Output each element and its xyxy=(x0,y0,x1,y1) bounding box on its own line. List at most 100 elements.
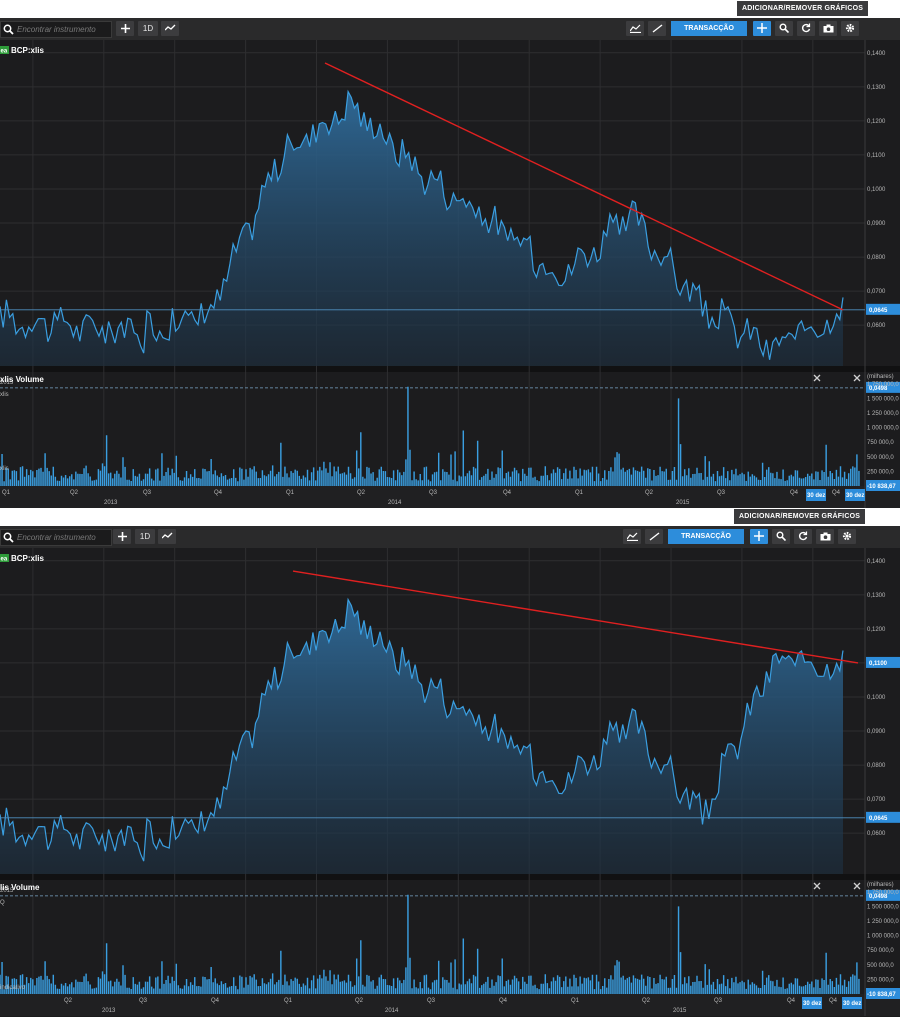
plus-icon xyxy=(120,24,130,33)
volume-bottom-tag: -10 838,67 xyxy=(867,484,896,490)
left-legend-small: Q xyxy=(0,900,5,906)
period-button[interactable]: 1D xyxy=(138,21,158,36)
settings-button[interactable] xyxy=(838,529,856,544)
draw-line-button[interactable] xyxy=(648,21,666,36)
volume-indicator-label: indicativo xyxy=(0,985,26,991)
date-tag: 30 dez xyxy=(807,493,825,499)
draw-line-button[interactable] xyxy=(645,529,663,544)
last-price-tag: 0,1100 xyxy=(869,661,888,667)
instrument-search[interactable] xyxy=(0,21,112,38)
search-icon xyxy=(3,24,14,35)
volume-tick-label: 1 500 000,0 xyxy=(867,904,899,910)
date-tag: 30 dez xyxy=(803,1001,821,1007)
screenshot-button[interactable] xyxy=(819,21,837,36)
date-tag-bg xyxy=(842,997,862,1009)
quarter-label: Q3 xyxy=(143,490,152,496)
year-label: 2013 xyxy=(102,1008,116,1014)
refresh-button[interactable] xyxy=(797,21,815,36)
date-tag-bg xyxy=(806,489,826,501)
settings-button[interactable] xyxy=(841,21,859,36)
camera-icon xyxy=(823,24,833,33)
transaction-button[interactable]: TRANSACÇÃO xyxy=(671,21,747,36)
quarter-label: Q3 xyxy=(427,998,436,1004)
chart-type-icon xyxy=(629,24,641,34)
instrument-badge: ea xyxy=(1,49,8,55)
volume-tick-label: 1 250 000,0 xyxy=(867,919,899,925)
search-input[interactable] xyxy=(17,22,109,37)
period-button[interactable]: 1D xyxy=(135,529,155,544)
y-tick-label: 0,1200 xyxy=(867,119,886,125)
last-price-tag-bg xyxy=(866,303,900,315)
quarter-label: Q3 xyxy=(717,490,726,496)
quarter-label: Q3 xyxy=(714,998,723,1004)
y-tick-label: 0,0900 xyxy=(867,221,886,227)
zoom-button[interactable] xyxy=(775,21,793,36)
close-icon[interactable] xyxy=(813,374,821,382)
volume-tick-label: 1 250 000,0 xyxy=(867,411,899,417)
price-volume-chart-2[interactable]: 0,1400 0,1300 0,1200 0,1100 0,1000 0,0900 0,08… xyxy=(0,548,900,1017)
quarter-label: Q4 xyxy=(499,998,508,1004)
quarter-label: Q4 xyxy=(790,490,799,496)
crosshair-button[interactable] xyxy=(753,21,771,36)
y-tick-label: 0,0700 xyxy=(867,797,886,803)
volume-tick-label: 750 000,0 xyxy=(867,948,894,954)
quarter-label: Q1 xyxy=(284,998,293,1004)
volume-left-label: xlis xyxy=(0,466,9,472)
instrument-badge-bg xyxy=(0,554,9,562)
close-icon[interactable] xyxy=(853,882,861,890)
volume-tick-label: 1 500 000,0 xyxy=(867,396,899,402)
plus-icon xyxy=(117,532,127,541)
quarter-label: Q2 xyxy=(357,490,366,496)
instrument-badge-bg xyxy=(0,46,9,54)
search-icon xyxy=(3,532,14,543)
trendline[interactable] xyxy=(324,62,844,311)
search-input[interactable] xyxy=(17,530,109,545)
year-label: 2014 xyxy=(385,1008,399,1014)
transaction-button[interactable]: TRANSACÇÃO xyxy=(668,529,744,544)
price-line[interactable] xyxy=(0,597,844,862)
instrument-search[interactable] xyxy=(0,529,112,546)
volume-tag-bg xyxy=(866,480,900,491)
add-instrument-button[interactable] xyxy=(113,529,131,544)
quarter-label: Q1 xyxy=(286,490,295,496)
quarter-label: Q2 xyxy=(70,490,79,496)
time-axis xyxy=(0,486,900,508)
add-remove-charts-button[interactable]: ADICIONAR/REMOVER GRÁFICOS xyxy=(737,1,869,16)
close-icon[interactable] xyxy=(853,374,861,382)
zoom-icon xyxy=(776,531,787,542)
volume-tick-label: 250 000,0 xyxy=(867,977,894,983)
chart-type-button[interactable] xyxy=(626,21,644,36)
pane-divider xyxy=(0,874,900,880)
line-chart-button[interactable] xyxy=(158,529,176,544)
chart-type-icon xyxy=(626,532,638,542)
line-chart-button[interactable] xyxy=(161,21,179,36)
chart-type-button[interactable] xyxy=(623,529,641,544)
chart-toolbar: 1D TRANSACÇÃO xyxy=(0,526,900,549)
volume-unit: (milhares) xyxy=(867,374,894,380)
volume-tick-label: 1 000 000,0 xyxy=(867,934,899,940)
add-remove-charts-button[interactable]: ADICIONAR/REMOVER GRÁFICOS xyxy=(734,509,866,524)
add-instrument-button[interactable] xyxy=(116,21,134,36)
crosshair-button[interactable] xyxy=(750,529,768,544)
volume-bottom-tag: -10 838,67 xyxy=(867,992,896,998)
y-tick-label: 0,1000 xyxy=(867,187,886,193)
price-area xyxy=(0,599,843,874)
zoom-button[interactable] xyxy=(772,529,790,544)
refresh-button[interactable] xyxy=(794,529,812,544)
quarter-label: Q1 xyxy=(575,490,584,496)
zoom-icon xyxy=(779,23,790,34)
y-tick-label: 0,0600 xyxy=(867,323,886,329)
quarter-label: Q1 xyxy=(2,490,11,496)
price-volume-chart-1[interactable]: 0,1400 0,1300 0,1200 0,1100 0,1000 0,0900 0,08… xyxy=(0,40,900,508)
price-line[interactable] xyxy=(0,89,844,360)
screenshot-button[interactable] xyxy=(816,529,834,544)
quarter-label: Q2 xyxy=(355,998,364,1004)
quarter-label: Q4 xyxy=(503,490,512,496)
quarter-label: Q2 xyxy=(645,490,654,496)
volume-pane xyxy=(0,880,900,994)
trendline[interactable] xyxy=(292,570,859,664)
quarter-label: Q4 xyxy=(211,998,220,1004)
close-icon[interactable] xyxy=(813,882,821,890)
y-tick-label: 0,0800 xyxy=(867,255,886,261)
quarter-label: Q2 xyxy=(64,998,73,1004)
